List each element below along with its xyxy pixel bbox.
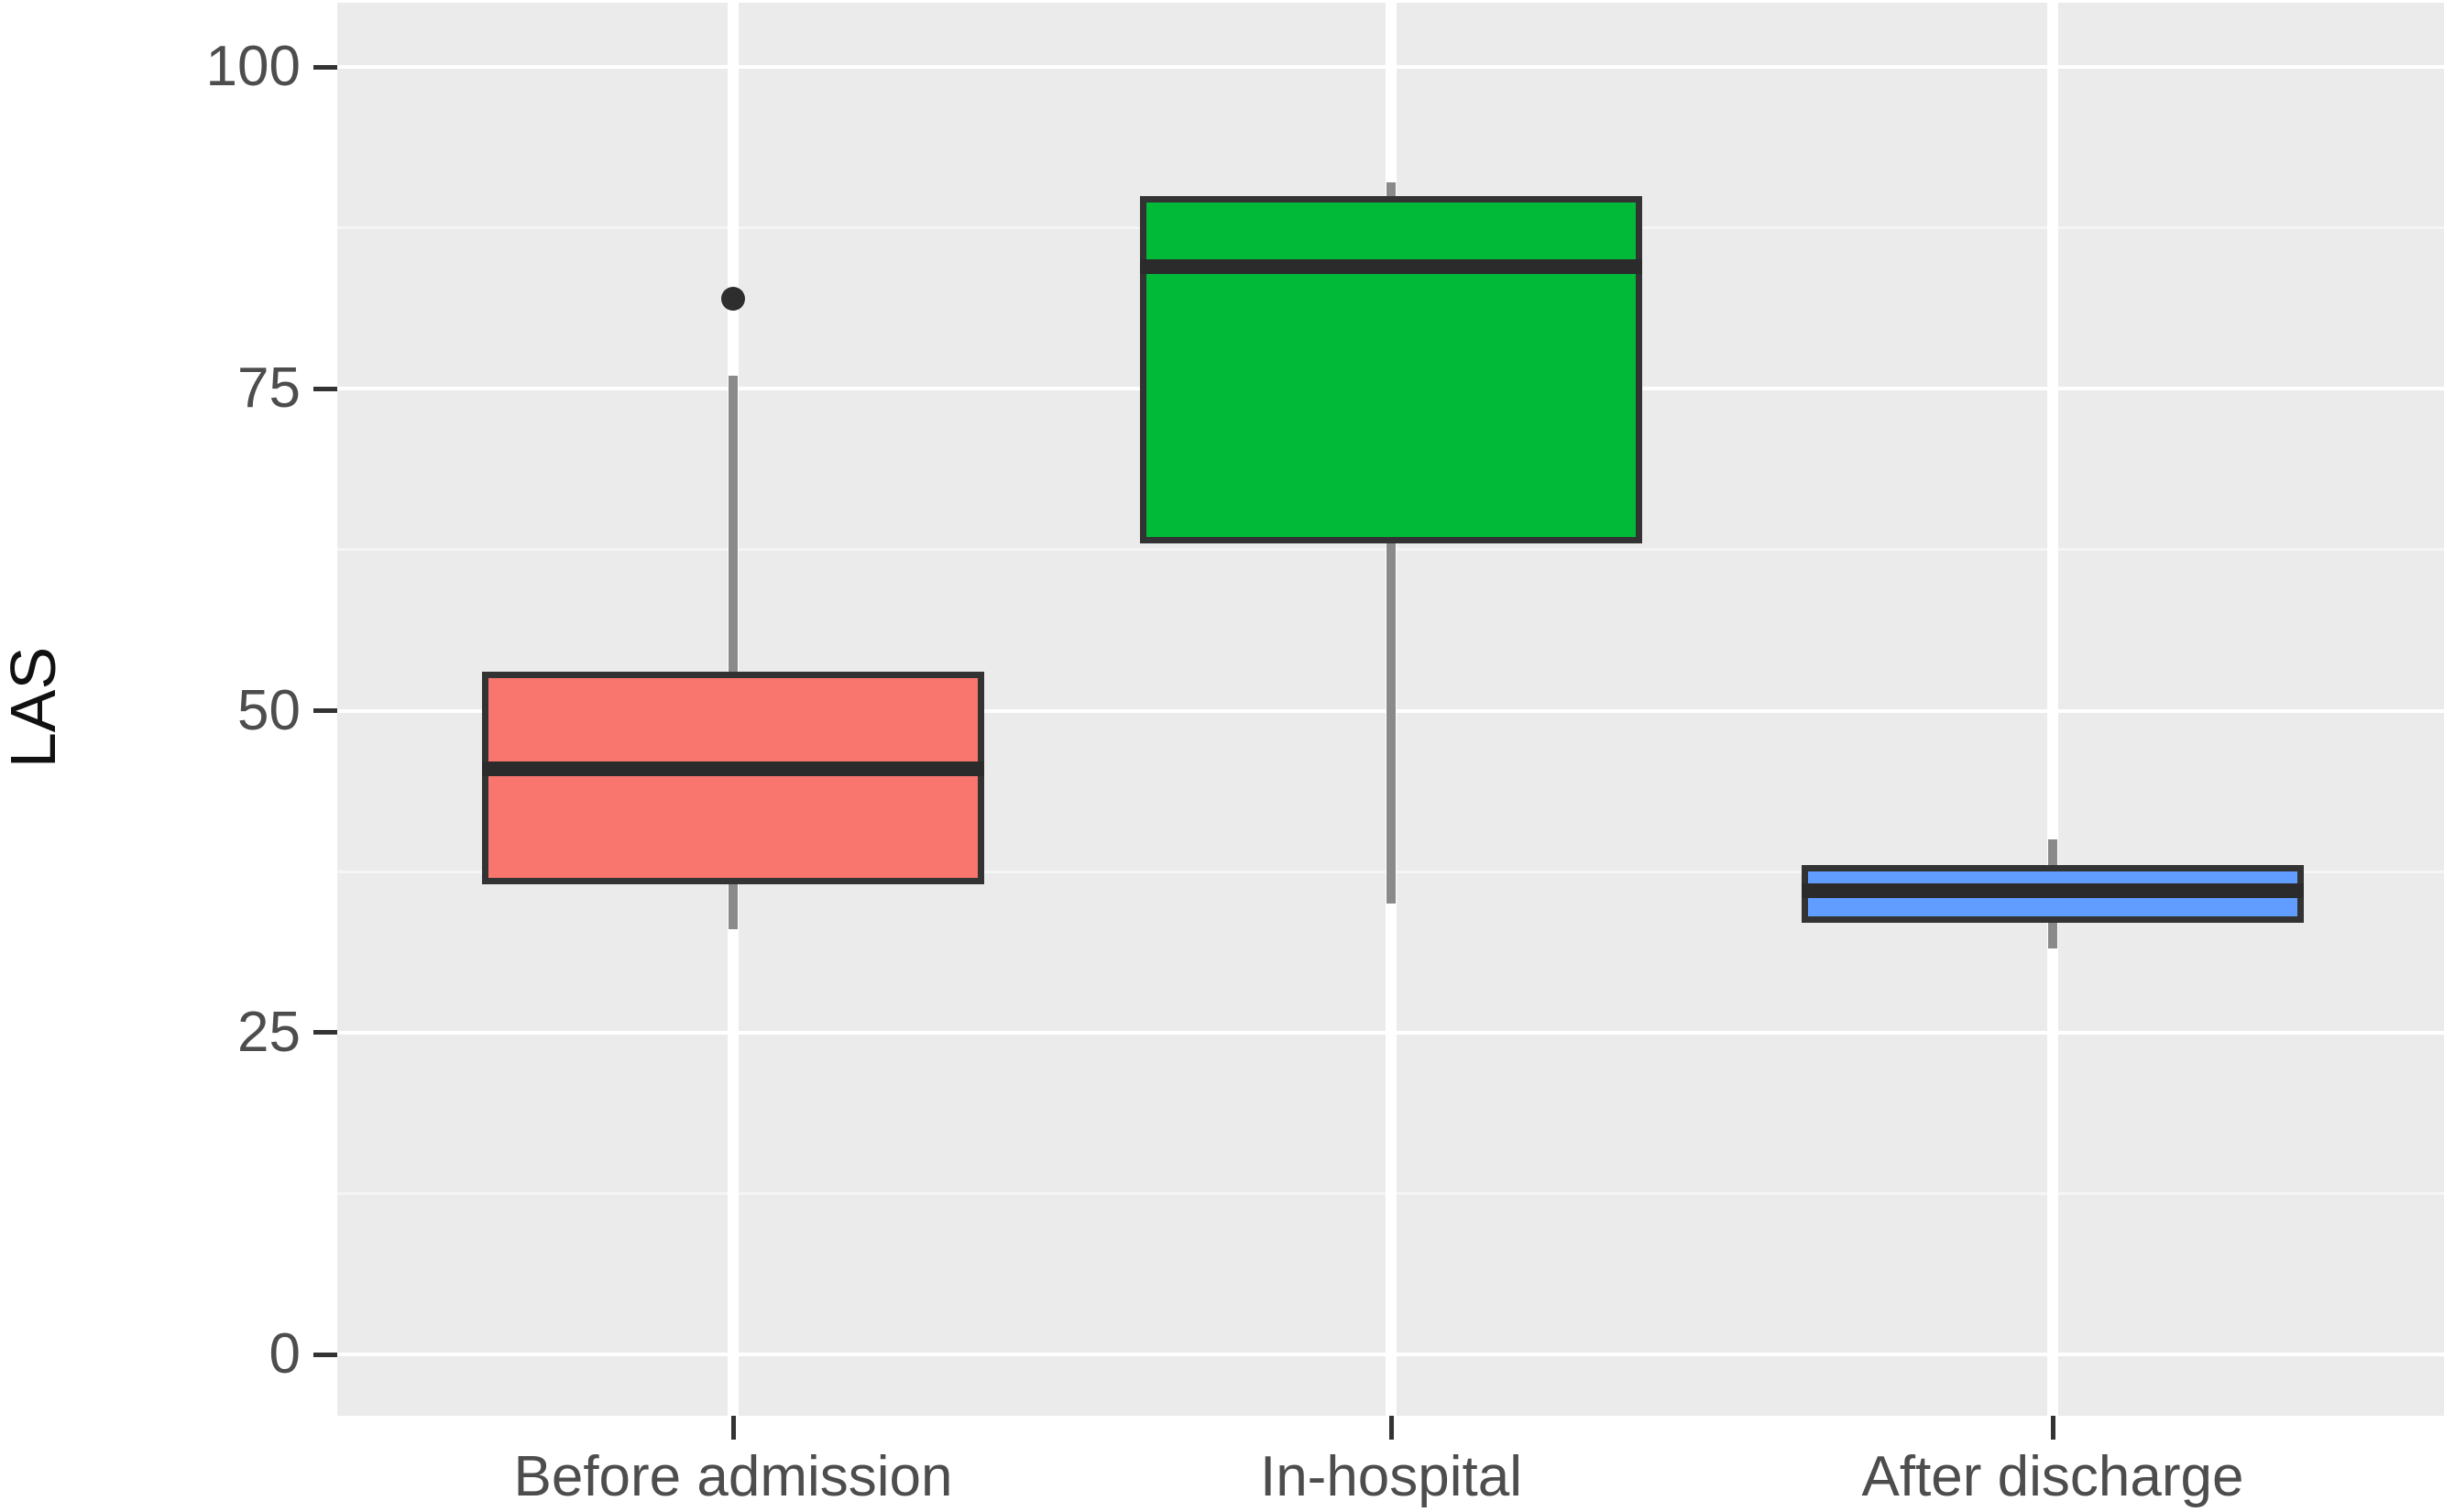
y-gridline-major bbox=[337, 1353, 2444, 1356]
x-tick-label: In-hospital bbox=[1259, 1445, 1523, 1508]
median-line bbox=[1802, 883, 2304, 899]
x-axis-tick bbox=[730, 1416, 736, 1440]
y-axis-tick bbox=[313, 708, 337, 713]
y-tick-label: 50 bbox=[237, 678, 301, 742]
x-axis-tick bbox=[2050, 1416, 2055, 1440]
whisker-line bbox=[729, 376, 738, 930]
y-gridline-major bbox=[337, 65, 2444, 69]
x-axis-tick bbox=[1388, 1416, 1394, 1440]
box-iqr bbox=[482, 672, 984, 885]
plot-panel bbox=[337, 3, 2444, 1416]
y-axis-tick bbox=[313, 1352, 337, 1357]
y-axis-tick bbox=[313, 386, 337, 391]
y-tick-label: 100 bbox=[205, 35, 301, 98]
y-axis-tick bbox=[313, 1030, 337, 1035]
x-tick-label: Before admission bbox=[513, 1445, 953, 1508]
y-tick-label: 75 bbox=[237, 356, 301, 421]
y-gridline-major bbox=[337, 1030, 2444, 1035]
y-tick-label: 25 bbox=[237, 1000, 301, 1064]
x-tick-label: After discharge bbox=[1861, 1445, 2244, 1508]
box-iqr bbox=[1140, 195, 1642, 543]
median-line bbox=[482, 761, 984, 776]
y-axis-tick bbox=[313, 64, 337, 70]
y-tick-label: 0 bbox=[269, 1322, 301, 1386]
outlier-point bbox=[721, 286, 745, 311]
median-line bbox=[1140, 258, 1642, 274]
